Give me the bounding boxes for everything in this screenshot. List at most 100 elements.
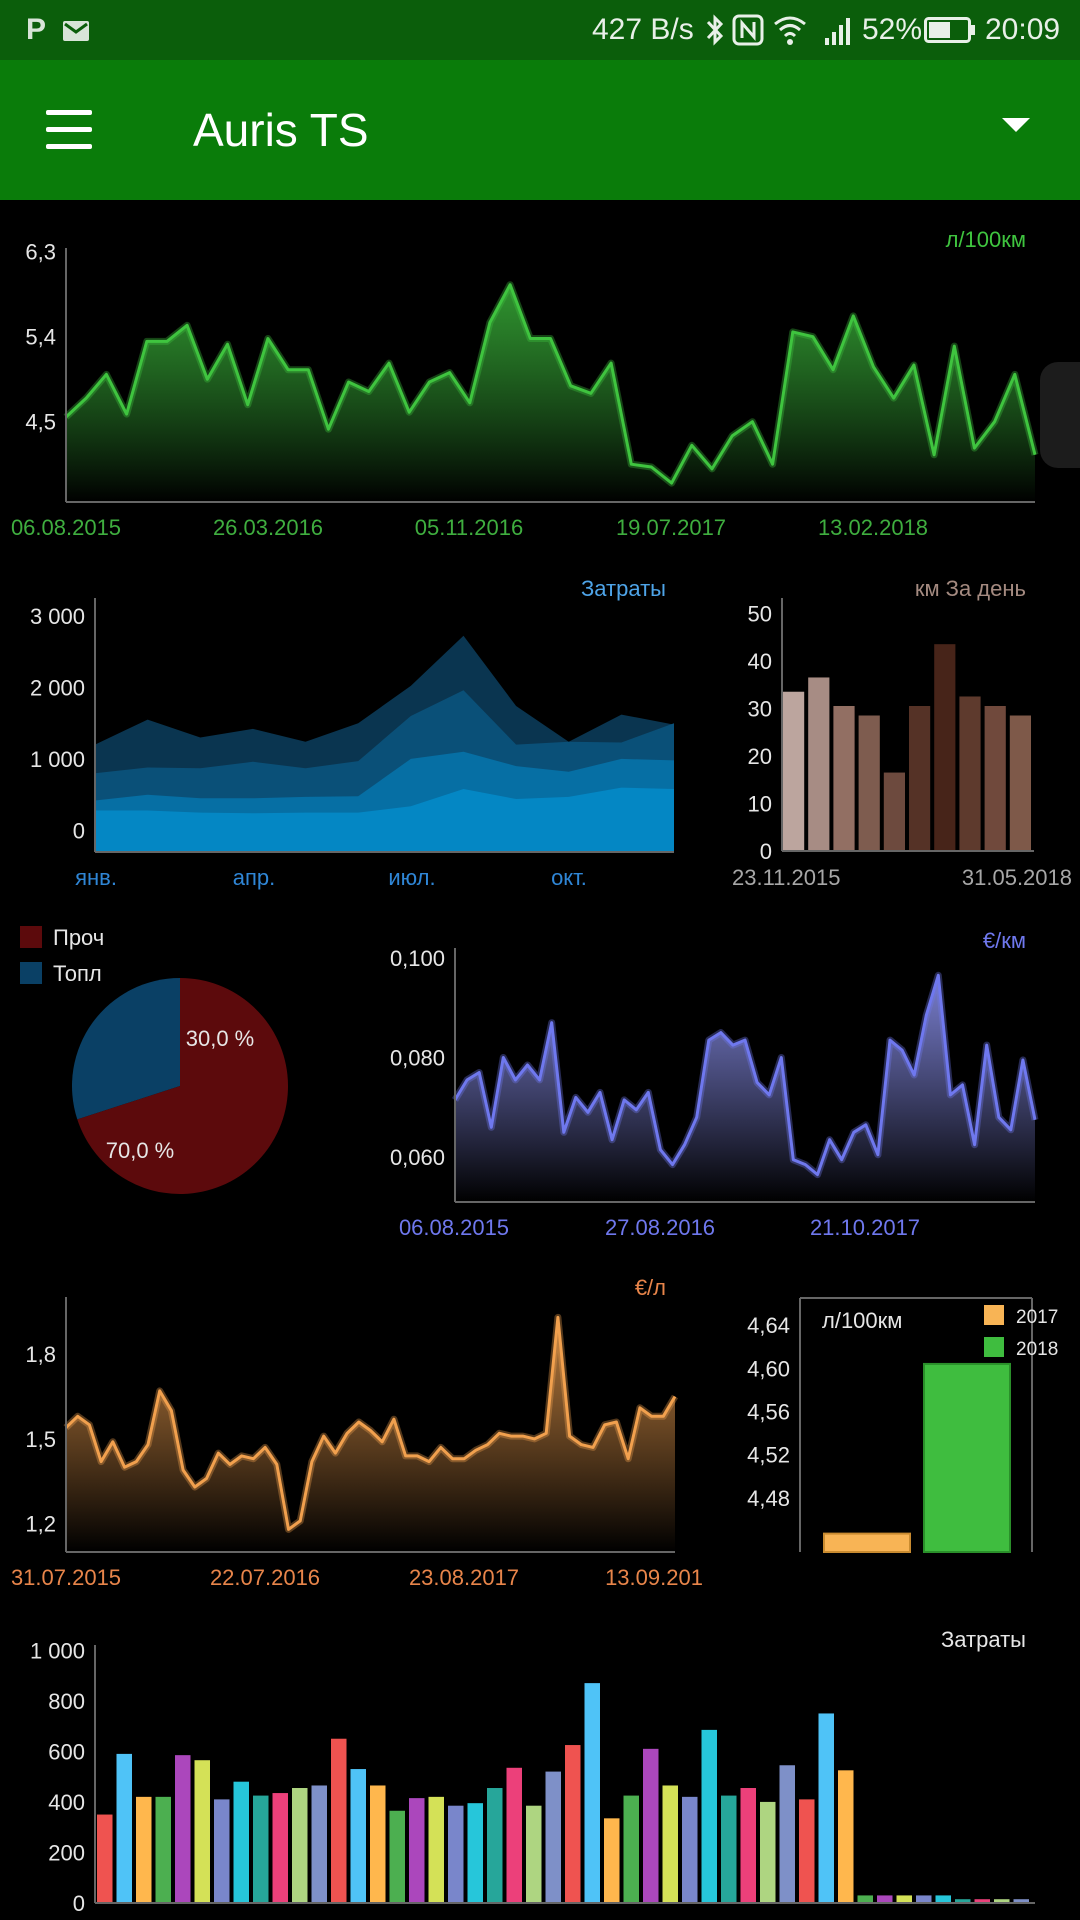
bar[interactable]	[565, 1745, 581, 1903]
bar[interactable]	[740, 1788, 757, 1903]
bar[interactable]	[97, 1814, 113, 1903]
bar[interactable]	[916, 1895, 932, 1903]
bar[interactable]	[1013, 1899, 1030, 1903]
pie-slice[interactable]	[72, 978, 180, 1120]
bar[interactable]	[896, 1895, 913, 1903]
bar[interactable]	[923, 1362, 1011, 1553]
cost-per-km-chart[interactable]: 0,100 0,080 0,060 06.08.2015 27.08.2016 21.1…	[370, 928, 1080, 1248]
bar[interactable]	[662, 1785, 679, 1903]
unit-label: Затраты	[581, 576, 666, 601]
bar[interactable]	[116, 1753, 133, 1903]
bar[interactable]	[584, 1683, 601, 1903]
bar[interactable]	[428, 1796, 445, 1903]
triangle-down-icon[interactable]	[1002, 118, 1030, 132]
y-tick-label: 1 000	[30, 747, 85, 772]
price-per-liter-chart[interactable]: 1,8 1,5 1,2 31.07.2015 22.07.2016 23.08.2017…	[0, 1275, 720, 1595]
y-tick-label: 0	[760, 839, 772, 864]
bar[interactable]	[760, 1801, 776, 1903]
costs-area-chart[interactable]: 3 000 2 000 1 000 0 янв. апр. июл. окт. Затрат…	[0, 576, 690, 900]
x-tick-label: 22.07.2016	[210, 1565, 320, 1590]
bar[interactable]	[175, 1755, 191, 1903]
bar[interactable]	[623, 1795, 640, 1903]
bar[interactable]	[214, 1799, 230, 1903]
y-tick-label: 6,3	[25, 240, 56, 265]
bar[interactable]	[883, 772, 905, 851]
legend-label: 2018	[1016, 1339, 1058, 1360]
bar[interactable]	[233, 1781, 250, 1903]
bar[interactable]	[877, 1895, 893, 1903]
bar[interactable]	[799, 1799, 815, 1903]
bar[interactable]	[487, 1788, 503, 1903]
legend-swatch	[20, 962, 42, 984]
y-tick-label: 400	[48, 1790, 85, 1815]
bar[interactable]	[253, 1795, 269, 1903]
y-tick-label: 4,56	[747, 1399, 790, 1424]
y-tick-label: 1,8	[25, 1342, 56, 1367]
app-title: Auris TS	[193, 104, 369, 156]
bar[interactable]	[833, 705, 855, 851]
bar[interactable]	[526, 1805, 542, 1903]
bar[interactable]	[136, 1796, 152, 1903]
bar[interactable]	[909, 705, 931, 851]
mail-icon	[62, 16, 90, 52]
bar[interactable]	[409, 1798, 425, 1903]
bar[interactable]	[823, 1532, 911, 1554]
bar[interactable]	[857, 1895, 874, 1903]
drawer-edge-handle[interactable]	[1040, 362, 1080, 468]
bar[interactable]	[682, 1796, 698, 1903]
x-tick-label: 19.07.2017	[616, 515, 726, 540]
bar[interactable]	[974, 1899, 991, 1903]
bar[interactable]	[701, 1729, 718, 1903]
y-tick-label: 30	[748, 696, 772, 721]
bar[interactable]	[935, 1895, 952, 1903]
bar[interactable]	[506, 1767, 523, 1903]
bar[interactable]	[292, 1788, 308, 1903]
bar[interactable]	[448, 1805, 464, 1903]
legend-swatch	[20, 926, 42, 948]
km-per-day-chart[interactable]: 50 40 30 20 10 0 23.11.2015 31.05.2018 км За д…	[720, 576, 1080, 900]
bar[interactable]	[311, 1785, 328, 1903]
bar[interactable]	[331, 1738, 347, 1903]
y-tick-label: 1 000	[30, 1638, 85, 1663]
x-tick-label: 13.09.201	[605, 1565, 703, 1590]
bar[interactable]	[467, 1803, 484, 1903]
bar[interactable]	[272, 1793, 289, 1903]
bar[interactable]	[959, 696, 981, 851]
bar[interactable]	[818, 1713, 835, 1903]
costs-bar-chart[interactable]: 1 000 800 600 400 200 0 Затраты	[0, 1625, 1080, 1920]
bar[interactable]	[783, 691, 805, 851]
bar[interactable]	[808, 677, 830, 851]
bar[interactable]	[934, 644, 956, 851]
legend-swatch	[984, 1305, 1004, 1325]
y-tick-label: 4,52	[747, 1443, 790, 1468]
bar[interactable]	[858, 715, 880, 852]
bar[interactable]	[370, 1785, 386, 1903]
bar[interactable]	[838, 1770, 854, 1903]
bar[interactable]	[155, 1796, 172, 1903]
bar[interactable]	[1009, 715, 1031, 852]
legend-label: 2017	[1016, 1307, 1058, 1328]
bar[interactable]	[350, 1769, 367, 1903]
signal-icon	[824, 14, 854, 55]
battery-percent: 52%	[862, 13, 923, 46]
consumption-chart[interactable]: 6,3 5,4 4,5 06.08.2015 26.03.2016 05.11.2016…	[0, 227, 1040, 548]
cost-pie-chart[interactable]: Проч Топл 70,0 % 30,0 %	[0, 920, 330, 1210]
y-tick-label: 4,5	[25, 410, 56, 435]
yearly-consumption-chart[interactable]: 4,64 4,60 4,56 4,52 4,48 л/100км 2017 2018	[720, 1290, 1080, 1560]
pie-slice[interactable]	[77, 978, 289, 1194]
bar[interactable]	[643, 1748, 659, 1903]
x-tick-label: 26.03.2016	[213, 515, 323, 540]
bar[interactable]	[389, 1810, 406, 1903]
bar[interactable]	[194, 1760, 211, 1903]
hamburger-icon[interactable]	[40, 100, 100, 160]
bar[interactable]	[721, 1795, 737, 1903]
bar[interactable]	[994, 1899, 1010, 1903]
bar[interactable]	[545, 1771, 562, 1903]
bar[interactable]	[779, 1765, 796, 1903]
bar[interactable]	[984, 705, 1006, 851]
series-line	[64, 1315, 677, 1531]
bar[interactable]	[604, 1818, 620, 1903]
bar[interactable]	[955, 1899, 971, 1903]
x-tick-label: 13.02.2018	[818, 515, 928, 540]
y-tick-label: 200	[48, 1840, 85, 1865]
